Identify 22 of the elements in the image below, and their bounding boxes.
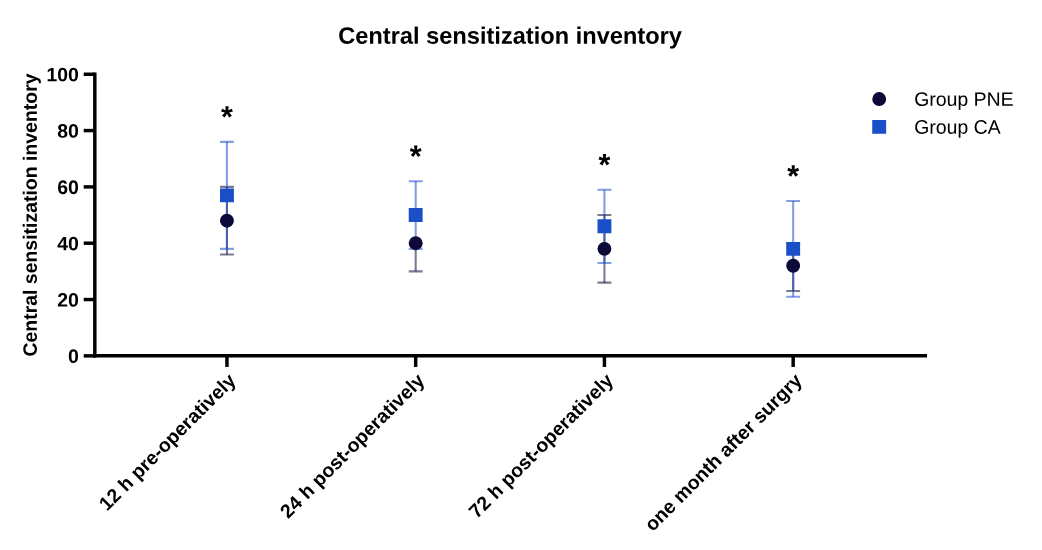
- point: [219, 188, 234, 203]
- point: [408, 236, 423, 251]
- point: [408, 208, 423, 222]
- legend-label: Group CA: [915, 120, 1001, 138]
- chart-title: Central sensitization inventory: [339, 26, 682, 49]
- point: [219, 213, 234, 228]
- annotation: *: [221, 106, 233, 118]
- y-tick-label: 100: [47, 67, 79, 82]
- y-tick-label: 20: [57, 293, 79, 307]
- y-tick-label: 0: [68, 349, 79, 364]
- point: [597, 241, 612, 256]
- point: [786, 258, 801, 273]
- point: [597, 219, 612, 234]
- y-tick-label: 80: [57, 124, 79, 138]
- annotation: *: [598, 154, 611, 166]
- y-tick-label: 60: [57, 180, 79, 195]
- y-axis-title: Central sensitization inventory: [22, 73, 41, 356]
- point: [786, 241, 801, 256]
- annotation: *: [409, 145, 422, 157]
- legend-label: Group PNE: [915, 92, 1013, 110]
- annotation: *: [787, 165, 800, 177]
- y-tick-label: 40: [57, 236, 79, 251]
